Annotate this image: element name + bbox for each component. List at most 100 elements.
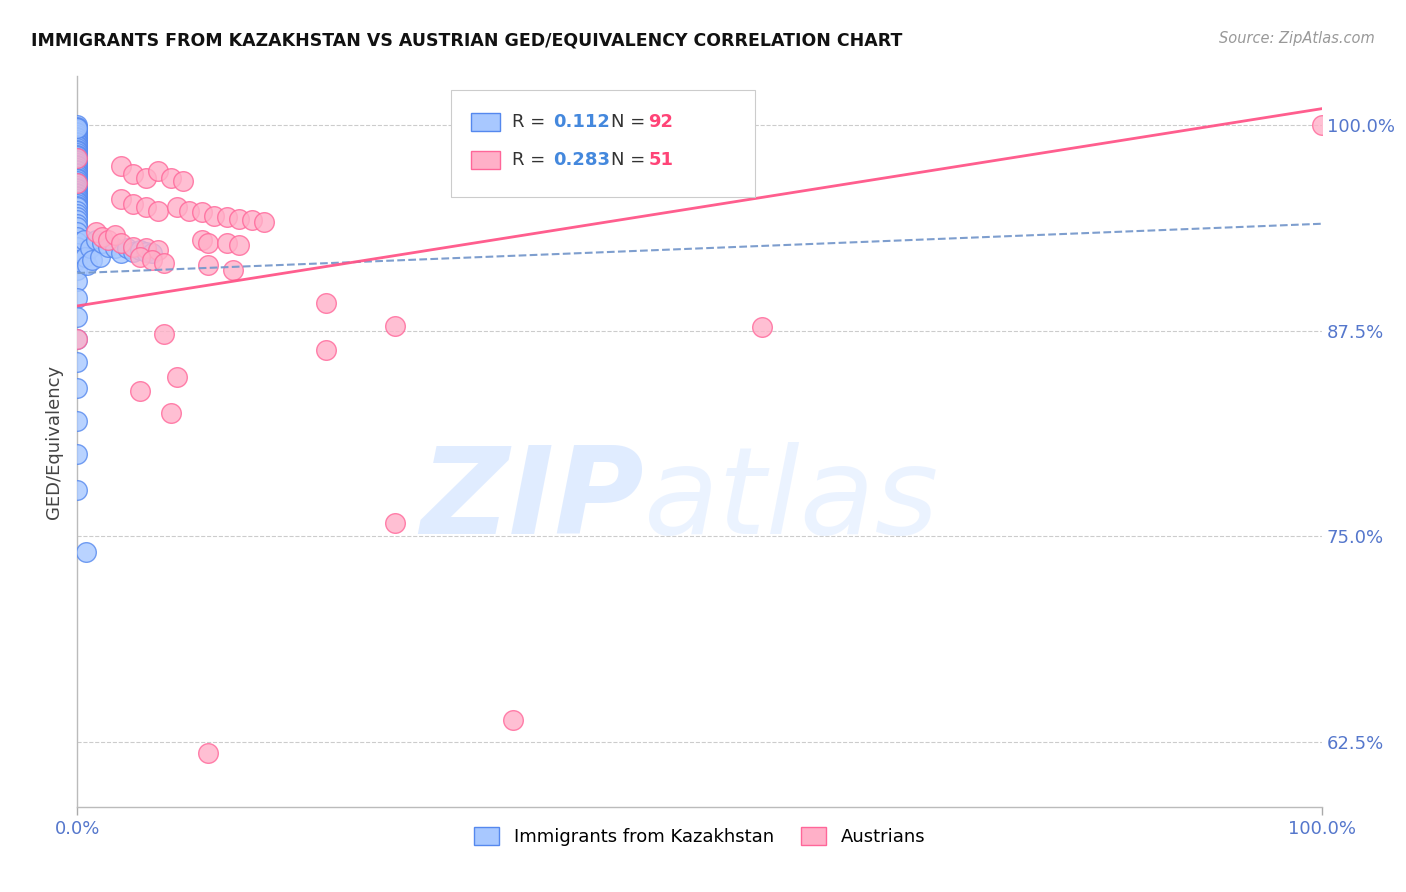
Point [66,240,89,254]
FancyBboxPatch shape [450,90,755,196]
Point [66,118,89,132]
Point [66,190,89,204]
Point [135,241,157,255]
Point [191,233,214,247]
Point [66,123,89,137]
Point [202,209,225,223]
Point [66,310,89,325]
Point [66,159,89,173]
Point [66,274,89,288]
Point [66,154,89,169]
Point [1310,118,1333,132]
Text: N =: N = [612,151,651,169]
Point [66,217,89,231]
Point [66,207,89,221]
Point [122,197,145,211]
Point [66,182,89,196]
Point [66,158,89,172]
Y-axis label: GED/Equivalency: GED/Equivalency [45,365,63,518]
Point [91,236,114,251]
Point [315,343,337,358]
Text: 0.283: 0.283 [553,151,610,169]
Point [66,200,89,214]
Point [141,252,163,267]
Point [122,168,145,182]
Point [66,381,89,395]
Point [115,241,138,255]
Point [66,137,89,152]
Point [66,210,89,224]
Point [179,203,201,218]
Point [222,262,245,277]
Point [315,295,337,310]
Point [66,178,89,193]
Point [197,236,219,251]
Point [66,136,89,151]
Point [66,129,89,144]
Point [97,233,120,247]
Text: ZIP: ZIP [420,442,644,558]
Point [66,178,89,192]
Point [135,244,157,259]
Point [66,483,89,497]
Point [159,170,181,185]
Point [66,170,89,185]
Point [110,159,132,173]
Point [84,225,107,239]
Point [159,406,181,420]
Point [148,243,170,257]
Point [76,258,98,272]
Text: R =: R = [512,113,551,131]
Point [66,235,89,249]
Text: atlas: atlas [644,442,939,558]
Point [66,291,89,305]
Point [66,184,89,198]
Point [122,244,145,259]
FancyBboxPatch shape [471,113,501,130]
Point [91,230,114,244]
Point [228,238,250,252]
Point [153,256,176,270]
Point [66,128,89,142]
Point [66,156,89,170]
Point [66,153,89,167]
Point [89,250,111,264]
Text: Source: ZipAtlas.com: Source: ZipAtlas.com [1219,31,1375,46]
Point [197,258,219,272]
Point [128,243,150,257]
Point [66,199,89,213]
Text: IMMIGRANTS FROM KAZAKHSTAN VS AUSTRIAN GED/EQUIVALENCY CORRELATION CHART: IMMIGRANTS FROM KAZAKHSTAN VS AUSTRIAN G… [31,31,903,49]
Point [110,236,132,251]
Point [66,125,89,139]
Point [384,318,406,333]
Point [66,169,89,183]
Point [66,203,89,218]
Point [153,326,176,341]
Point [66,246,89,260]
Point [253,215,276,229]
Point [66,220,89,235]
Point [66,143,89,157]
Point [66,194,89,208]
Point [104,228,127,243]
Point [384,516,406,530]
Point [66,131,89,145]
Point [751,320,773,334]
Point [66,161,89,175]
Point [66,121,89,136]
Point [66,195,89,210]
Point [66,120,89,134]
Point [82,252,104,267]
Point [172,174,194,188]
Point [240,213,263,227]
Point [66,230,89,244]
Point [148,164,170,178]
Point [166,369,188,384]
Point [215,210,238,224]
Point [122,240,145,254]
Point [66,176,89,190]
Point [79,241,101,255]
Point [66,176,89,190]
Point [66,126,89,140]
Point [66,141,89,155]
